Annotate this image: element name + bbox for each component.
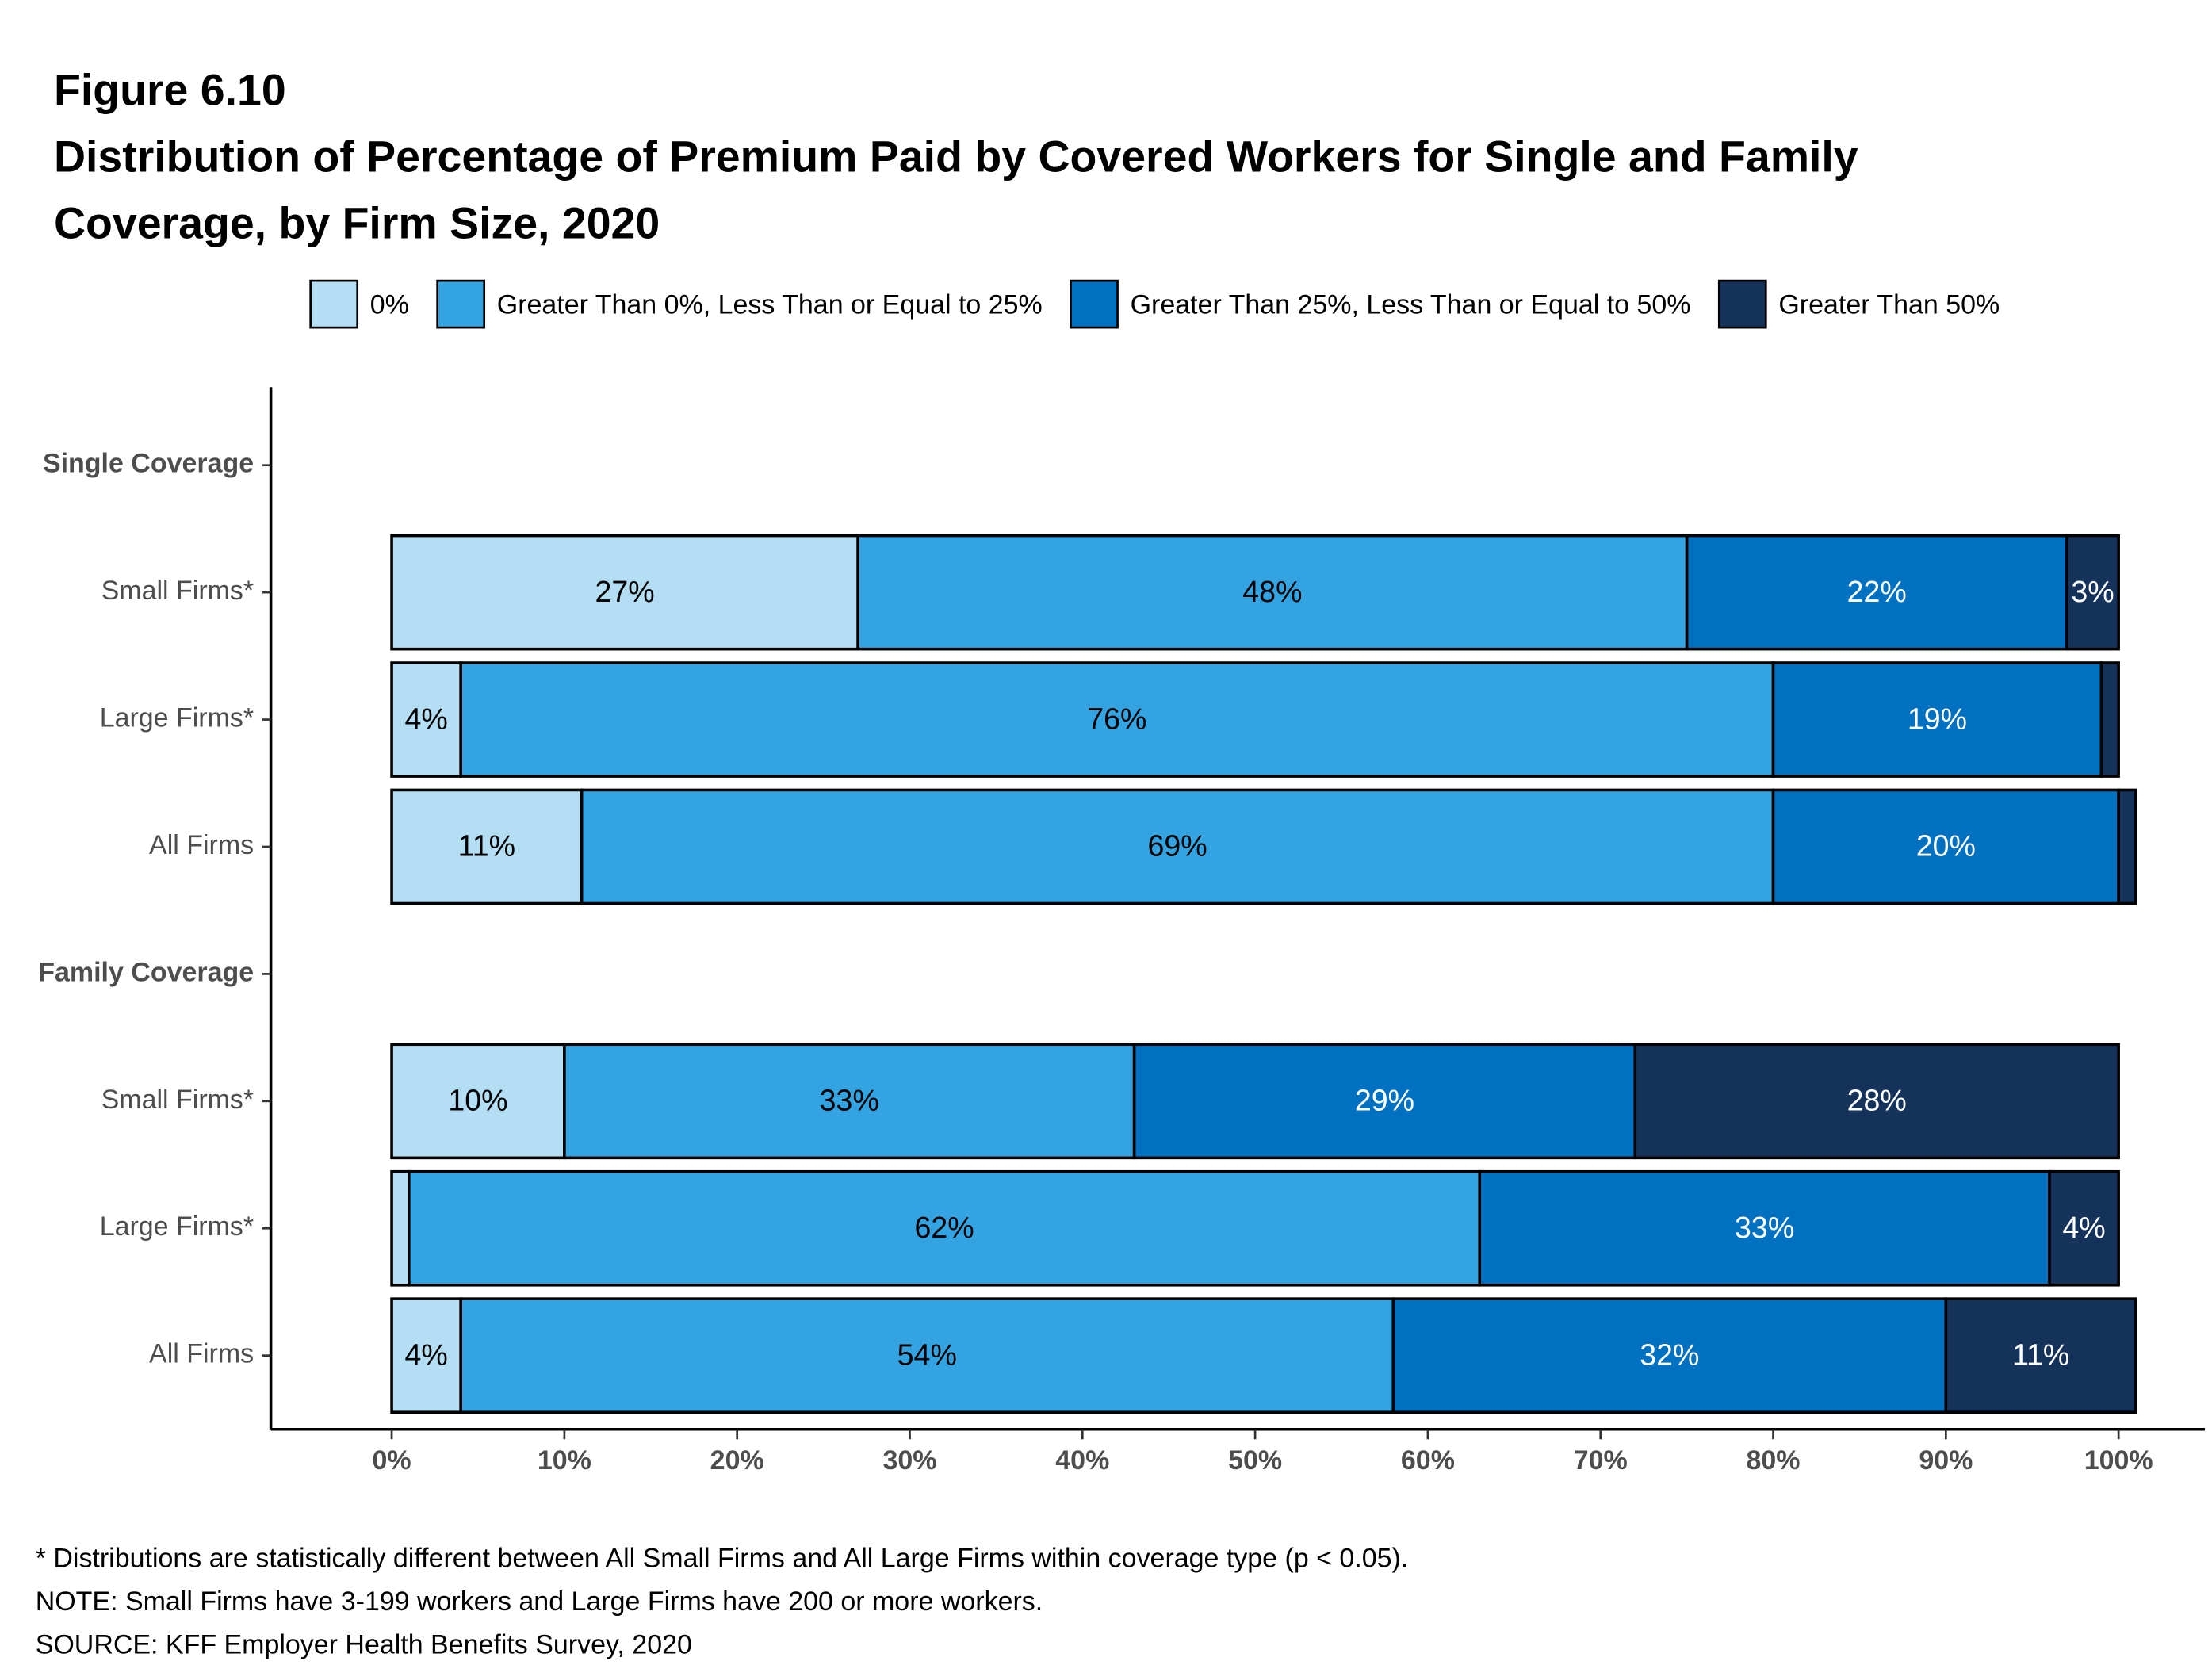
legend-swatch — [309, 279, 359, 329]
legend-label: Greater Than 25%, Less Than or Equal to … — [1131, 289, 1691, 320]
bar-segment — [390, 534, 859, 651]
y-tick-label: Large Firms* — [100, 703, 254, 733]
value-label: 33% — [820, 1084, 879, 1117]
bar-segment — [1685, 534, 2068, 651]
value-label: 4% — [2062, 1211, 2105, 1244]
bar-segment — [1771, 661, 2103, 778]
value-label: 28% — [1847, 1084, 1907, 1117]
bar-segment — [1478, 1169, 2051, 1287]
bar-segment — [2048, 1169, 2120, 1287]
bar-segment — [2099, 661, 2120, 778]
value-label: 4% — [404, 1338, 447, 1371]
bar-segment — [390, 1043, 566, 1160]
y-tick-label: Large Firms* — [100, 1211, 254, 1242]
legend-label: Greater Than 50% — [1778, 289, 2000, 320]
bar-segment — [2065, 534, 2120, 651]
y-tick-label: All Firms — [149, 1339, 254, 1369]
x-tick-label: 20% — [710, 1445, 764, 1476]
bar-segment — [459, 661, 1775, 778]
x-tick-label: 50% — [1228, 1445, 1282, 1476]
footnote: SOURCE: KFF Employer Health Benefits Sur… — [36, 1629, 692, 1659]
chart-subtitle: Distribution of Percentage of Premium Pa… — [53, 132, 1858, 248]
bar-segment — [1391, 1297, 1948, 1414]
value-label: 29% — [1355, 1084, 1414, 1117]
legend-label: 0% — [370, 289, 409, 320]
title-block: Figure 6.10 Distribution of Percentage o… — [53, 65, 1858, 248]
value-label: 20% — [1916, 829, 1976, 863]
y-tick-label: Small Firms* — [101, 576, 254, 606]
value-label: 69% — [1148, 829, 1207, 863]
legend-swatch — [1717, 279, 1767, 329]
value-label: 27% — [595, 575, 655, 608]
x-tick-label: 70% — [1574, 1445, 1628, 1476]
x-tick-label: 80% — [1747, 1445, 1801, 1476]
value-label: 76% — [1087, 702, 1146, 735]
footnote: NOTE: Small Firms have 3-199 workers and… — [36, 1587, 1043, 1617]
bar-segment — [390, 661, 462, 778]
bar-segment — [1771, 788, 2120, 905]
x-tick-label: 40% — [1055, 1445, 1109, 1476]
legend-swatch — [436, 279, 486, 329]
x-tick-label: 0% — [373, 1445, 411, 1476]
value-label: 11% — [458, 829, 515, 863]
x-tick-label: 10% — [538, 1445, 591, 1476]
value-label: 10% — [448, 1084, 507, 1117]
value-label: 22% — [1847, 575, 1907, 608]
bar-segment — [459, 1297, 1395, 1414]
bar-segment — [1944, 1297, 2137, 1414]
bar-segment — [390, 1169, 411, 1287]
x-tick-label: 30% — [882, 1445, 936, 1476]
value-label: 3% — [2071, 575, 2114, 608]
value-label: 19% — [1908, 702, 1967, 735]
value-label: 11% — [2012, 1338, 2069, 1371]
group-label: Family Coverage — [38, 957, 254, 987]
bar-segment — [580, 788, 1775, 905]
footnote: * Distributions are statistically differ… — [36, 1543, 1409, 1573]
x-tick-label: 60% — [1401, 1445, 1455, 1476]
bar-segment — [1633, 1043, 2120, 1160]
value-label: 33% — [1735, 1211, 1794, 1244]
value-label: 32% — [1640, 1338, 1699, 1371]
y-tick-label: Small Firms* — [101, 1085, 254, 1115]
legend-swatch — [1070, 279, 1119, 329]
y-tick-label: All Firms — [149, 830, 254, 860]
legend-label: Greater Than 0%, Less Than or Equal to 2… — [497, 289, 1043, 320]
value-label: 54% — [897, 1338, 957, 1371]
x-tick-label: 100% — [2084, 1445, 2153, 1476]
value-label: 48% — [1242, 575, 1302, 608]
value-label: 4% — [404, 702, 447, 735]
group-label: Single Coverage — [43, 449, 254, 479]
bar-segment — [390, 788, 584, 905]
bar-segment — [2117, 788, 2137, 905]
chart-title: Figure 6.10 — [53, 65, 286, 115]
value-label: 62% — [914, 1211, 974, 1244]
x-tick-label: 90% — [1919, 1445, 1973, 1476]
